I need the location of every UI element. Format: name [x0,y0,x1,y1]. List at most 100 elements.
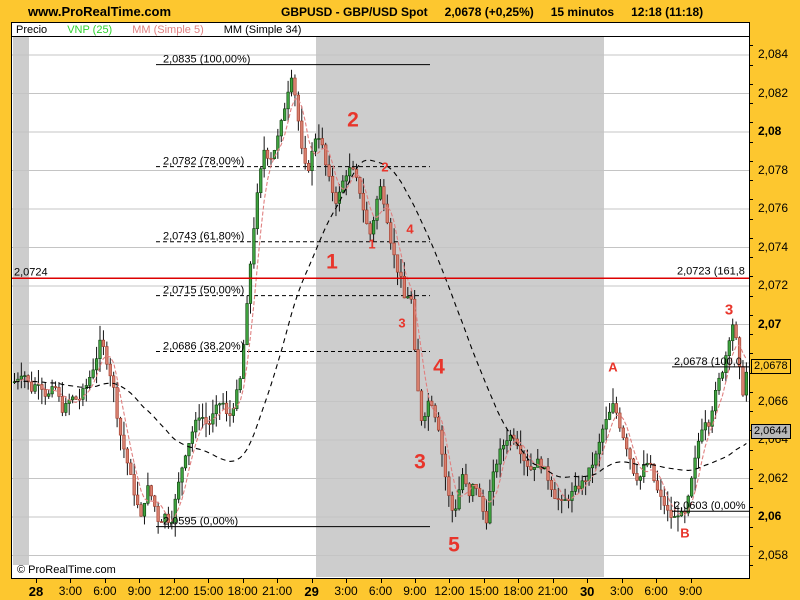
candle [724,355,728,373]
candle [163,513,167,523]
candle [334,192,338,204]
time-axis-tick [414,579,416,583]
candle [546,466,550,481]
candle [713,390,718,412]
candle [382,186,386,205]
price-axis-label: 2,06 [758,509,782,523]
candle [375,198,379,221]
price-axis-tick [750,45,753,47]
candle [64,403,68,413]
time-axis-label: 29 [304,584,319,599]
candle [498,448,502,465]
price-axis-tick [750,391,753,393]
candle [560,499,564,501]
candle [94,358,99,371]
candle [395,254,400,273]
elliott-wave-label: 3 [725,301,733,318]
candle [341,180,345,193]
candle [717,377,721,391]
price-badge: 2,0644 [751,424,791,440]
candle [245,303,249,345]
candle [423,416,427,421]
candle [118,417,123,436]
resistance-label-left: 2,0724 [14,266,48,278]
candle [129,462,133,475]
price-axis-tick [750,565,753,567]
candlestick-chart[interactable]: 2,0835 (100,00%) 2,0782 (78,00%) 2,0743 (6… [12,37,749,577]
price-axis[interactable]: 2,084 2,082 2,08 2,078 2,076 2,074 2,072 2,07 2,… [750,0,800,600]
time-axis-label: 21:00 [537,584,568,598]
candle [194,419,198,433]
candle [214,404,218,415]
price-axis-tick [750,83,753,85]
candle [635,473,639,481]
fib-label: 2,0743 (61,80%) [163,231,244,243]
candle [488,491,492,524]
price-axis-label: 2,074 [758,239,789,254]
candle [385,203,389,223]
candle [218,403,222,406]
candle [231,408,235,416]
fib-label: 2,0835 (100,00%) [163,54,250,66]
candle [607,411,612,420]
candle [406,296,410,299]
time-axis-label: 9:00 [127,584,152,598]
time-axis-tick [552,579,554,583]
legend-item[interactable]: MM (Simple 5) [132,23,204,36]
candle [693,457,697,479]
elliott-wave-label: A [608,360,618,375]
candle [60,396,64,413]
time-axis-tick [277,579,279,583]
candle [47,393,51,397]
chart-legend: Precio VNP (25) MM (Simple 5) MM (Simple 3… [11,22,750,37]
candle [471,484,475,497]
chart-plot-area[interactable]: 2,0835 (100,00%) 2,0782 (78,00%) 2,0743 (6… [11,37,750,579]
price-axis-tick [750,180,753,182]
candle [187,443,191,457]
candle [525,460,530,467]
candle [529,466,533,470]
candle [115,387,119,419]
candle [686,495,690,514]
candle [177,481,181,500]
candle [703,422,707,431]
candle [604,419,608,430]
candle [409,296,413,300]
time-axis-label: 3:00 [334,584,358,598]
clock-label: 12:18 (11:18) [631,5,704,19]
candle [481,496,485,512]
legend-item[interactable]: MM (Simple 34) [223,23,302,36]
candle [53,386,58,388]
candle [293,77,297,96]
candle [399,271,403,277]
candle [146,485,150,504]
candle [197,417,201,421]
candle [238,378,242,391]
candle [310,150,314,171]
elliott-wave-label: 4 [406,222,414,237]
elliott-wave-label: 2 [347,108,359,131]
candle [183,455,188,469]
candle [419,390,424,421]
elliott-wave-label: 3 [398,316,405,331]
time-axis-label: 28 [28,584,44,599]
candle [88,377,92,386]
ma34-line [14,159,747,478]
candle [436,416,441,431]
time-axis-label: 15:00 [193,584,224,598]
candle [443,453,448,478]
candle [303,147,307,164]
candle [269,157,273,160]
time-axis[interactable]: 28 3:00 6:00 9:00 12:00 15:00 18:00 21:00 29 3:00… [0,579,800,600]
time-axis-tick [518,579,520,583]
site-link[interactable]: www.ProRealTime.com [28,4,172,19]
candle [505,440,509,446]
legend-item[interactable]: VNP (25) [67,23,113,36]
candle [98,339,102,359]
legend-precio[interactable]: Precio [16,23,48,36]
candle [156,506,160,522]
candle [142,502,147,517]
elliott-wave-label: B [680,526,689,541]
candle [563,499,567,501]
candle [573,485,577,492]
